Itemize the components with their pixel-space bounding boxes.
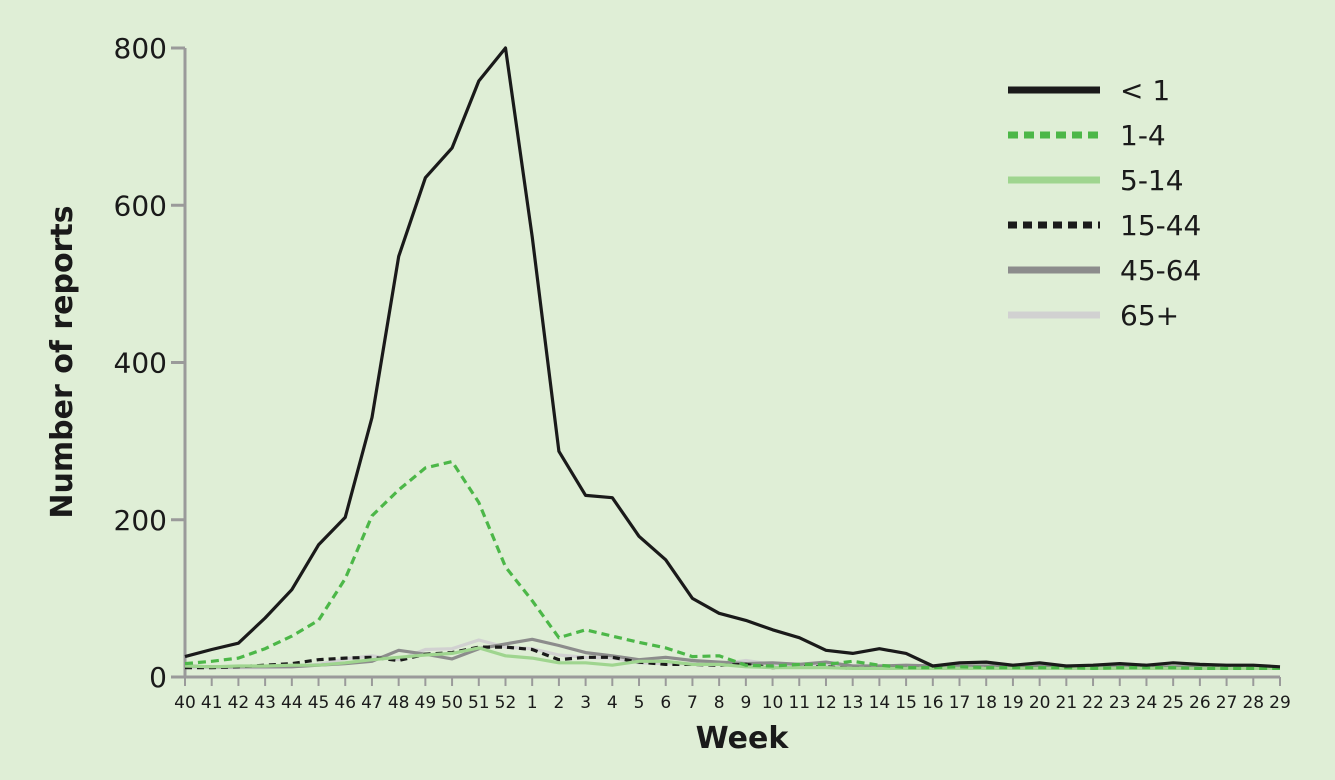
x-tick-label: 45 [308, 693, 330, 713]
x-tick-label: 23 [1109, 693, 1131, 713]
x-tick-label: 3 [580, 693, 591, 713]
x-tick-label: 15 [895, 693, 917, 713]
series-layer [184, 46, 1281, 671]
legend-label: 45-64 [1120, 254, 1201, 287]
x-tick-label: 5 [634, 693, 645, 713]
x-tick-label: 52 [495, 693, 517, 713]
x-tick-label: 22 [1082, 693, 1104, 713]
x-tick-label: 25 [1162, 693, 1184, 713]
x-tick-label: 14 [869, 693, 891, 713]
x-tick-label: 49 [415, 693, 437, 713]
x-tick-label: 27 [1216, 693, 1238, 713]
y-tick-label: 0 [149, 661, 167, 694]
x-tick-label: 2 [553, 693, 564, 713]
x-tick-label: 6 [660, 693, 671, 713]
series-line-2 [184, 460, 1280, 671]
y-tick-label: 400 [114, 347, 167, 380]
legend-label: 1-4 [1120, 119, 1166, 152]
x-tick-label: 20 [1029, 693, 1051, 713]
x-tick-label: 46 [334, 693, 356, 713]
x-tick-label: 29 [1269, 693, 1291, 713]
x-tick-label: 1 [527, 693, 538, 713]
x-tick-label: 4 [607, 693, 618, 713]
legend-label: 5-14 [1120, 164, 1184, 197]
x-tick-label: 10 [762, 693, 784, 713]
x-tick-label: 18 [975, 693, 997, 713]
x-axis-title: Week [696, 721, 790, 756]
legend: < 1 1-4 5-14 15-44 45-64 65+ [1008, 74, 1201, 332]
legend-label: < 1 [1120, 74, 1170, 107]
x-tick-label: 21 [1056, 693, 1078, 713]
x-tick-label: 28 [1242, 693, 1264, 713]
legend-label: 15-44 [1120, 209, 1201, 242]
x-tick-label: 13 [842, 693, 864, 713]
x-tick-label: 47 [361, 693, 383, 713]
x-tick-label: 40 [174, 693, 196, 713]
x-tick-label: 42 [228, 693, 250, 713]
x-tick-label: 43 [254, 693, 276, 713]
x-tick-label: 19 [1002, 693, 1024, 713]
y-tick-label: 200 [114, 504, 167, 537]
y-tick-label: 600 [114, 189, 167, 222]
legend-label: 65+ [1120, 299, 1179, 332]
x-tick-label: 16 [922, 693, 944, 713]
x-tick-label: 17 [949, 693, 971, 713]
x-tick-label: 41 [201, 693, 223, 713]
x-tick-label: 51 [468, 693, 490, 713]
x-tick-label: 11 [788, 693, 810, 713]
x-tick-label: 44 [281, 693, 303, 713]
x-tick-label: 9 [740, 693, 751, 713]
y-axis-title: Number of reports [45, 205, 80, 518]
x-tick-label: 48 [388, 693, 410, 713]
y-tick-label: 800 [114, 32, 167, 65]
x-tick-label: 7 [687, 693, 698, 713]
x-tick-label: 12 [815, 693, 837, 713]
series-line-1 [184, 46, 1281, 669]
x-tick-label: 50 [441, 693, 463, 713]
x-tick-label: 8 [714, 693, 725, 713]
x-tick-label: 24 [1136, 693, 1158, 713]
x-tick-label: 26 [1189, 693, 1211, 713]
